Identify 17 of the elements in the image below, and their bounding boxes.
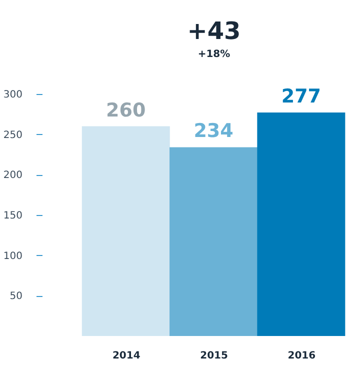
bar <box>82 126 170 336</box>
x-tick-label: 2014 <box>112 350 140 362</box>
y-tick-label: 200 <box>3 170 22 182</box>
x-tick-label: 2015 <box>200 350 228 362</box>
data-label: 234 <box>194 120 234 142</box>
data-label: 277 <box>281 86 322 108</box>
text: +43 <box>187 17 241 45</box>
y-tick-label: 150 <box>3 210 22 222</box>
y-tick-label: 100 <box>3 250 22 262</box>
bar <box>257 112 346 336</box>
y-tick-label: 300 <box>3 90 22 100</box>
data-label: 260 <box>106 99 146 122</box>
x-tick-label: 2016 <box>288 350 316 362</box>
y-tick-label: 250 <box>3 130 22 141</box>
bar <box>170 147 258 336</box>
text: +18% <box>198 49 230 60</box>
y-tick-label: 50 <box>10 291 22 302</box>
